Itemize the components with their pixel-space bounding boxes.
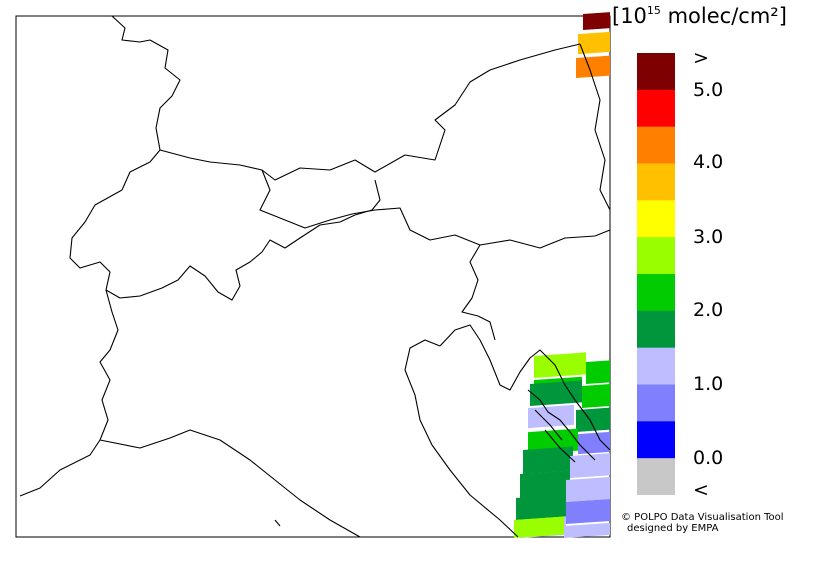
satellite-pixel (564, 522, 610, 539)
border-austria-east (579, 43, 611, 211)
colorbar-segment (637, 163, 675, 201)
satellite-pixel (578, 31, 610, 55)
credit-line-1: © POLPO Data Visualisation Tool (621, 512, 784, 523)
colorbar-segment (637, 384, 675, 422)
colorbar-segment (637, 89, 675, 128)
colorbar-segment (637, 126, 675, 164)
colorbar-segment (637, 237, 675, 275)
colorbar-segment (637, 310, 675, 349)
satellite-pixels (514, 12, 610, 539)
satellite-pixel (582, 384, 610, 409)
satellite-pixel (566, 498, 610, 525)
border-switzerland (69, 179, 381, 301)
satellite-pixel (576, 407, 610, 433)
satellite-pixel (576, 55, 610, 79)
island-small (274, 519, 281, 527)
satellite-pixel (570, 453, 610, 479)
legend-tick-label: 2.0 (693, 299, 724, 321)
colorbar-segment (637, 200, 675, 238)
legend-tick-label: 4.0 (693, 151, 724, 173)
satellite-pixel (583, 12, 610, 31)
legend-unit-label: [1015 molec/cm²] (612, 4, 787, 28)
legend-tick-label: > (693, 47, 709, 69)
country-borders (19, 15, 611, 538)
border-italy-slovenia (461, 244, 496, 341)
legend-tick-label: 3.0 (693, 226, 724, 248)
border-france-germany (111, 15, 181, 191)
map-frame (15, 15, 611, 538)
credit-text: © POLPO Data Visualisation Tool designed… (621, 512, 784, 534)
colorbar-segment (637, 458, 675, 495)
satellite-pixel (566, 476, 610, 503)
satellite-pixel (534, 352, 586, 379)
satellite-pixel (586, 360, 610, 385)
border-france-italy (19, 289, 119, 497)
coast-adriatic-west (404, 339, 519, 538)
satellite-pixel (523, 446, 573, 475)
legend-tick-label: < (693, 479, 709, 501)
legend-tick-label: 0.0 (693, 447, 724, 469)
colorbar-segment (637, 421, 675, 459)
satellite-pixel (578, 431, 610, 455)
border-austria-italy (259, 169, 611, 249)
credit-line-2: designed by EMPA (627, 523, 719, 534)
colorbar-segment (637, 274, 675, 312)
border-germany-austria (159, 43, 581, 181)
coast-istria (439, 324, 611, 451)
satellite-pixel (514, 516, 564, 539)
satellite-pixel (528, 404, 574, 429)
colorbar-segment (637, 347, 675, 385)
coast-ligurian (99, 429, 361, 538)
legend-colorbar (637, 53, 675, 495)
croatian-islands (527, 389, 596, 463)
satellite-pixel (520, 470, 570, 499)
legend-tick-label: 1.0 (693, 373, 724, 395)
satellite-pixel (530, 380, 582, 407)
legend-tick-label: 5.0 (693, 79, 724, 101)
colorbar-segment (637, 53, 675, 91)
satellite-pixel (516, 494, 566, 521)
